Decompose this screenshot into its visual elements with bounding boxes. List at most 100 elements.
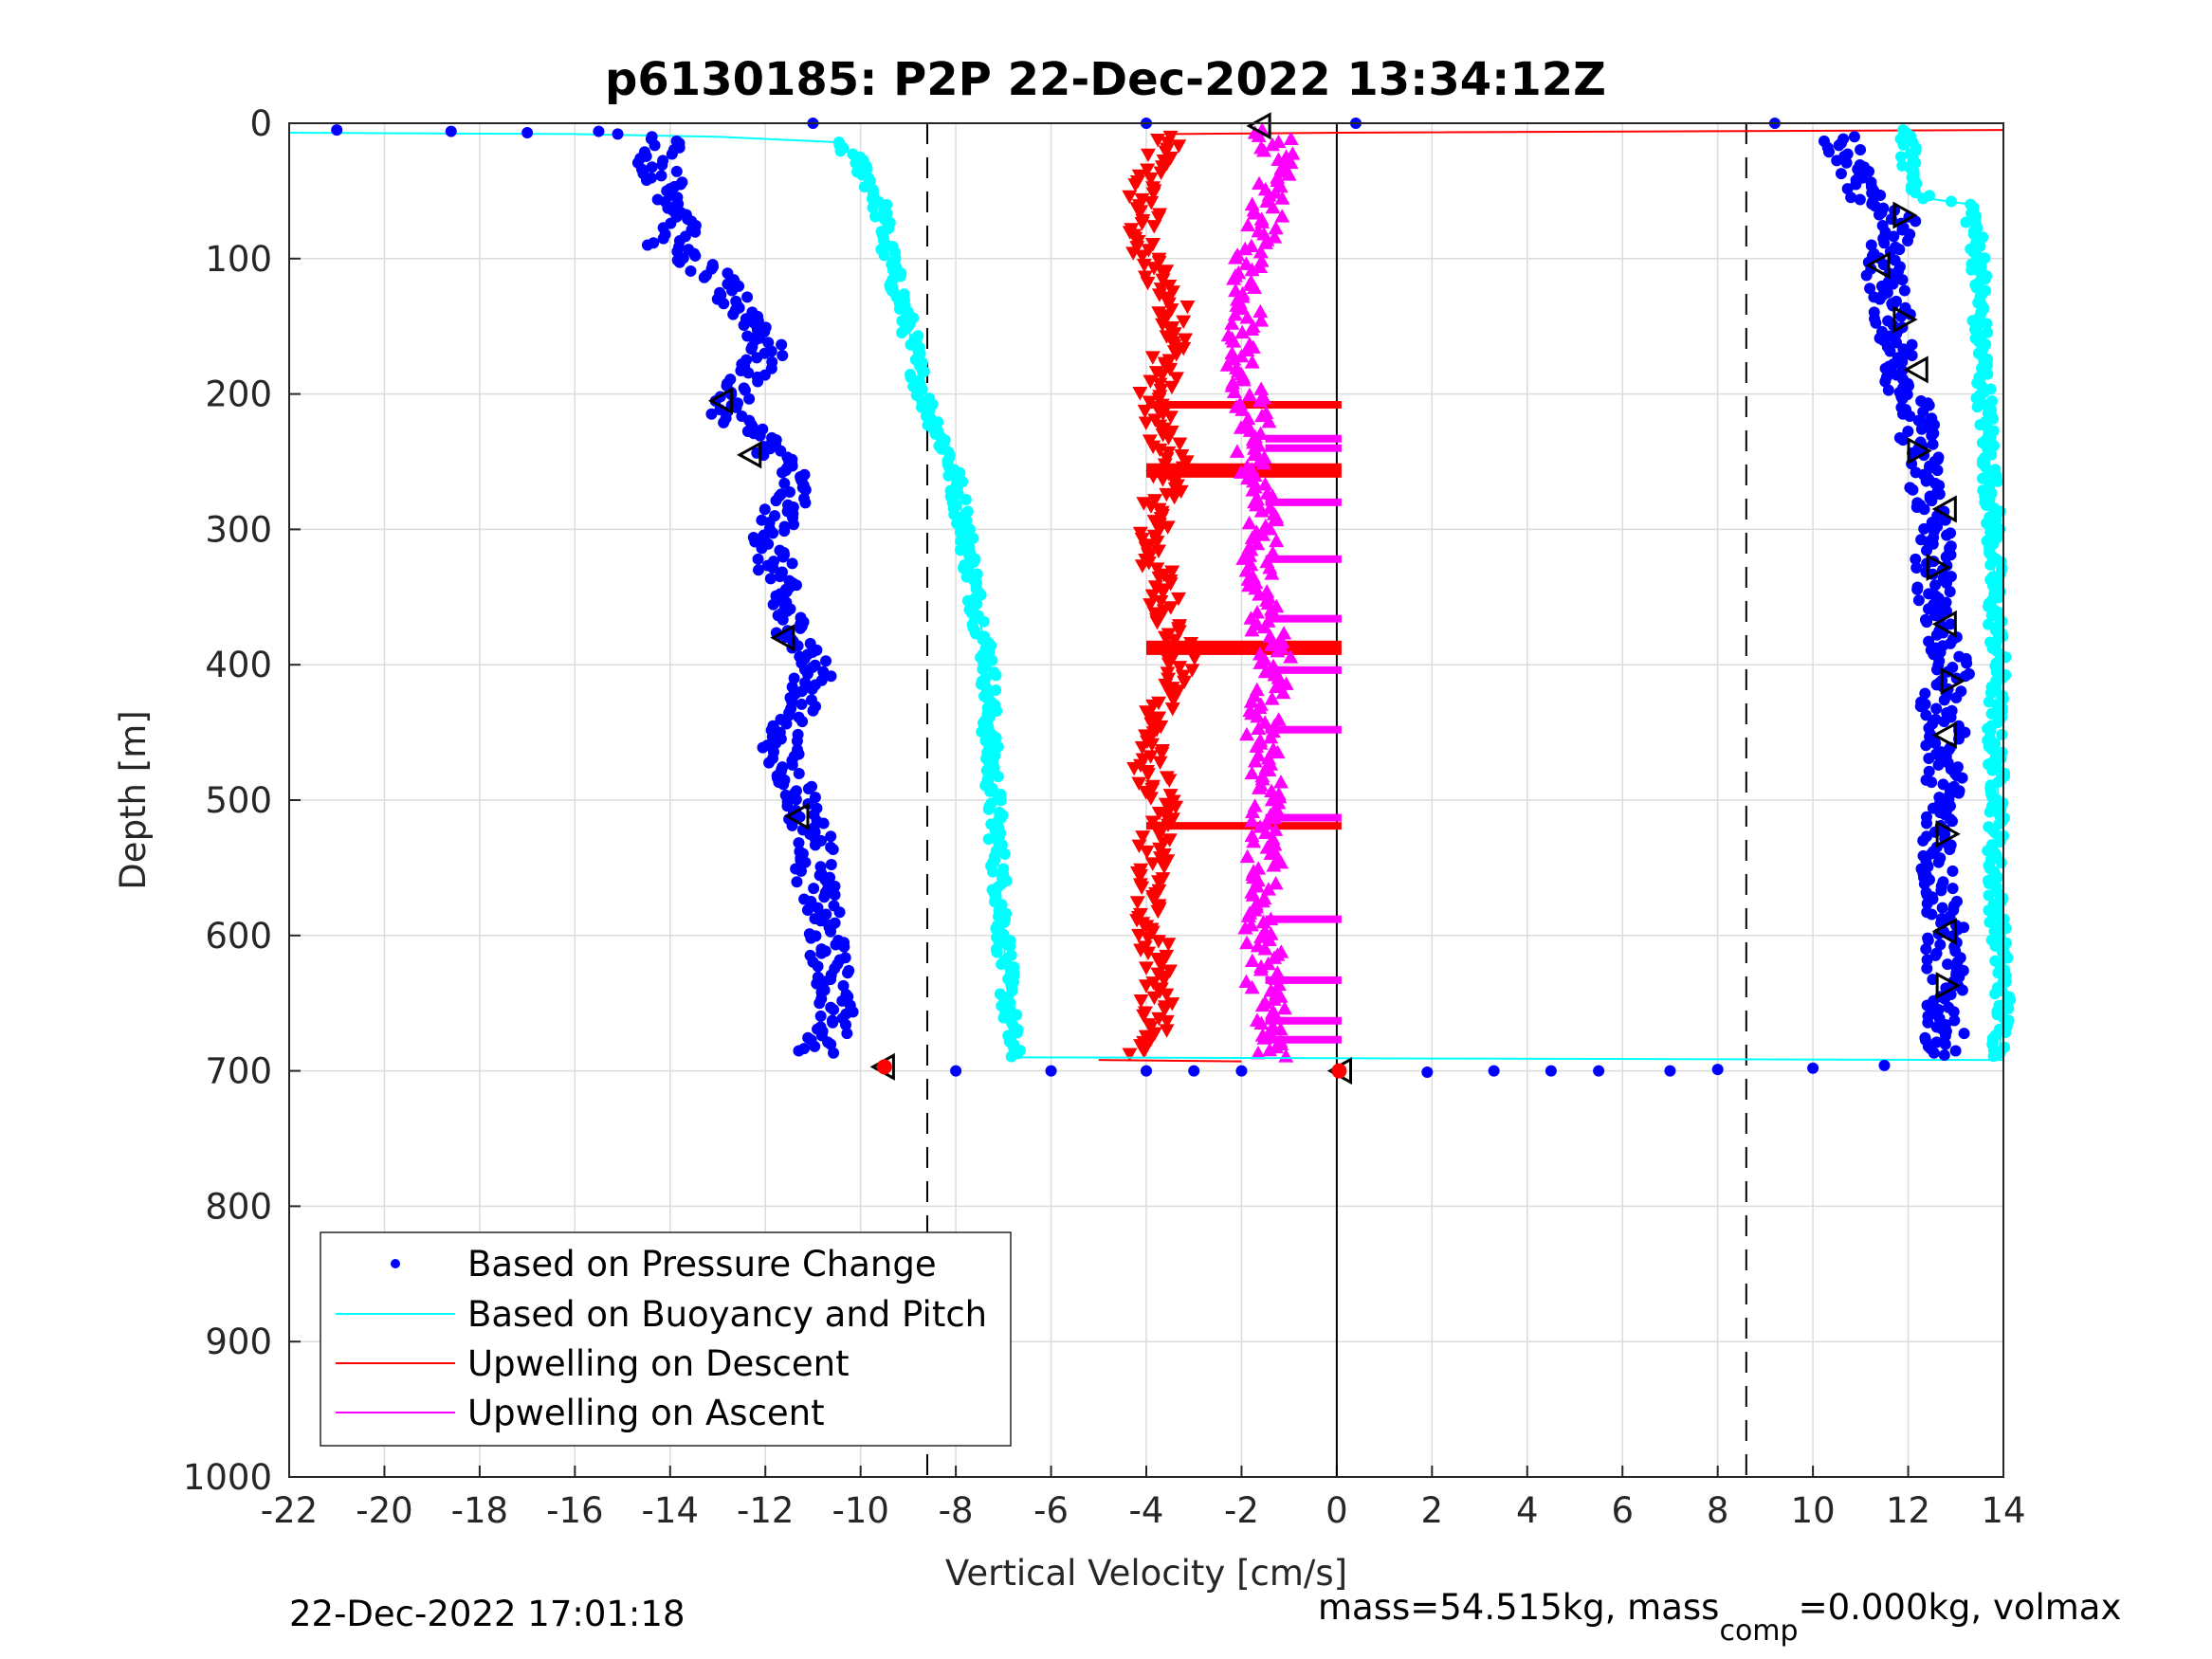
upwelling-ascent-point — [1269, 512, 1285, 527]
descent-marker-triangle — [770, 624, 795, 652]
pressure-surface-point — [1664, 1065, 1676, 1077]
pressure-ascent-point — [1932, 758, 1945, 771]
ascent-marker-triangle — [1931, 610, 1957, 638]
buoyancy-ascent-point — [1984, 558, 1997, 571]
pressure-surface-point — [612, 128, 624, 140]
upwelling-ascent-point — [1244, 622, 1260, 637]
upwelling-ascent-point — [1257, 825, 1273, 839]
pressure-ascent-point — [1923, 765, 1935, 777]
descent-marker-triangle — [737, 441, 762, 469]
pressure-surface-point — [1593, 1065, 1605, 1077]
buoyancy-descent-point — [896, 327, 908, 339]
pressure-descent-point — [794, 811, 806, 823]
pressure-ascent-point — [1956, 772, 1968, 784]
upwelling-descent-point — [1132, 868, 1148, 884]
pressure-ascent-point — [1939, 993, 1951, 1005]
pressure-descent-point — [799, 497, 812, 509]
upwelling-descent-point — [1140, 276, 1156, 291]
pressure-descent-point — [818, 891, 831, 903]
pressure-ascent-point — [1845, 191, 1857, 204]
y-tick-label: 200 — [205, 374, 272, 415]
pressure-descent-point — [783, 485, 795, 498]
buoyancy-descent-point — [992, 740, 1004, 753]
pressure-ascent-point — [1932, 856, 1945, 868]
pressure-surface-point — [1045, 1065, 1057, 1077]
pressure-ascent-point — [1917, 406, 1929, 418]
x-tick-label: 14 — [1981, 1490, 2025, 1531]
pressure-ascent-point — [1874, 293, 1886, 305]
buoyancy-descent-point — [951, 518, 963, 530]
x-tick-label: 6 — [1611, 1490, 1634, 1531]
upwelling-ascent-band — [1265, 975, 1342, 984]
pressure-ascent-point — [1929, 579, 1942, 592]
pressure-ascent-point — [1922, 934, 1934, 946]
pressure-descent-point — [756, 542, 768, 555]
upwelling-ascent-point — [1276, 1000, 1292, 1015]
upwelling-descent-band — [1146, 822, 1342, 830]
upwelling-ascent-point — [1247, 206, 1263, 220]
upwelling-ascent-point — [1274, 191, 1290, 205]
upwelling-ascent-point — [1235, 373, 1252, 387]
upwelling-ascent-point — [1253, 408, 1270, 423]
upwelling-ascent-point — [1261, 414, 1277, 428]
pressure-ascent-point — [1919, 687, 1931, 700]
upwelling-ascent-point — [1219, 357, 1235, 372]
pressure-descent-point — [745, 343, 758, 356]
pressure-descent-point — [820, 655, 832, 667]
upwelling-ascent-point — [1268, 875, 1284, 890]
upwelling-descent-point — [1145, 187, 1161, 201]
pressure-descent-point — [783, 709, 795, 721]
axes-box — [288, 122, 2004, 1478]
pressure-ascent-point — [1956, 984, 1968, 996]
upwelling-ascent-point — [1252, 393, 1268, 408]
pressure-ascent-point — [1950, 692, 1963, 704]
upwelling-descent-point — [1150, 904, 1166, 920]
upwelling-ascent-point — [1269, 533, 1285, 548]
x-tick-label: 0 — [1325, 1490, 1348, 1531]
upwelling-descent-point — [1135, 830, 1151, 845]
pressure-ascent-point — [1947, 883, 1959, 895]
upwelling-ascent-point — [1252, 303, 1269, 319]
upwelling-ascent-point — [1257, 235, 1273, 249]
pressure-ascent-point — [1921, 954, 1933, 966]
upwelling-ascent-point — [1243, 542, 1259, 556]
pressure-ascent-point — [1915, 423, 1928, 435]
buoyancy-ascent-point — [1960, 216, 1972, 228]
pressure-ascent-point — [1934, 939, 1947, 951]
upwelling-ascent-point — [1262, 1042, 1278, 1057]
pressure-descent-point — [801, 903, 814, 916]
upwelling-descent-point — [1141, 946, 1157, 961]
pressure-ascent-point — [1935, 884, 1947, 897]
pressure-descent-point — [815, 947, 828, 959]
upwelling-ascent-point — [1264, 691, 1280, 705]
ascent-marker-triangle — [1931, 495, 1957, 523]
pressure-descent-point — [793, 768, 805, 780]
pressure-ascent-point — [1920, 709, 1932, 721]
upwelling-ascent-band — [1265, 555, 1342, 563]
pressure-descent-point — [786, 557, 798, 570]
upwelling-descent-point — [1153, 166, 1169, 180]
upwelling-ascent-point — [1234, 348, 1250, 363]
footer-timestamp: 22-Dec-2022 17:01:18 — [289, 1594, 685, 1634]
upwelling-ascent-point — [1283, 649, 1299, 664]
pressure-ascent-point — [1927, 974, 1939, 986]
pressure-descent-point — [718, 298, 730, 310]
buoyancy-descent-point — [976, 726, 988, 738]
x-tick-label: 4 — [1516, 1490, 1539, 1531]
upwelling-ascent-point — [1226, 384, 1242, 399]
upwelling-ascent-point — [1257, 715, 1273, 729]
upwelling-ascent-point — [1252, 259, 1269, 274]
pressure-descent-point — [767, 598, 779, 611]
pressure-surface-point — [1141, 1065, 1152, 1077]
legend-label-upwelling-ascent: Upwelling on Ascent — [467, 1393, 825, 1433]
pressure-surface-point — [1235, 1065, 1248, 1077]
x-tick-label: -20 — [356, 1490, 412, 1531]
pressure-ascent-point — [1938, 1049, 1950, 1062]
upwelling-ascent-point — [1234, 324, 1251, 339]
pressure-descent-point — [801, 667, 814, 680]
buoyancy-descent-point — [978, 615, 990, 628]
upwelling-descent-point — [1149, 615, 1165, 630]
upwelling-ascent-point — [1253, 1015, 1270, 1030]
pressure-descent-point — [698, 271, 710, 283]
upwelling-ascent-point — [1249, 738, 1265, 753]
